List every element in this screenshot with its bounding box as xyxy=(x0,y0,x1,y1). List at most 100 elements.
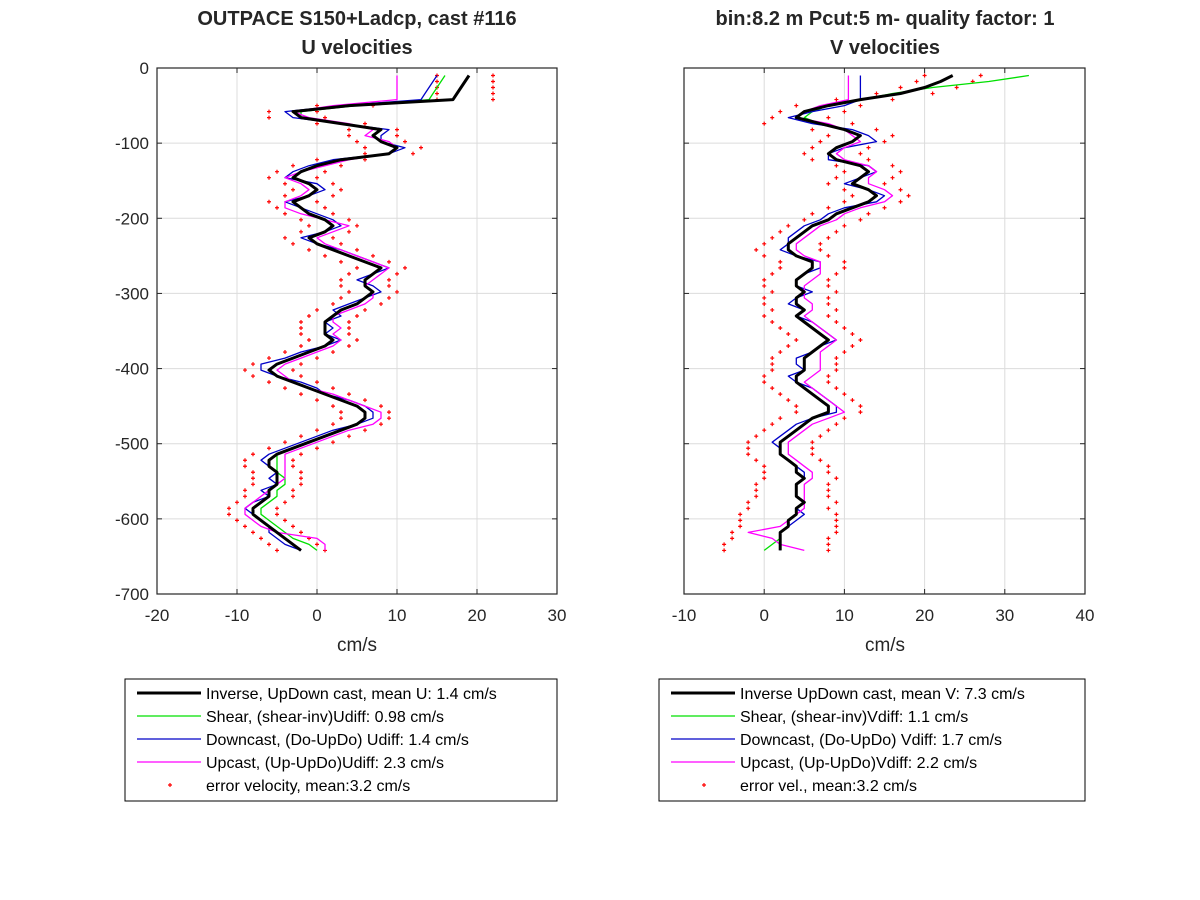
v-error-velocity-point xyxy=(834,356,839,361)
v-error-velocity-point xyxy=(866,211,871,216)
v-error-velocity-point xyxy=(850,398,855,403)
u-legend-label-inverse: Inverse, UpDown cast, mean U: 1.4 cm/s xyxy=(206,686,497,703)
u-error-velocity-point xyxy=(291,163,295,168)
v-error-velocity-point xyxy=(770,235,775,240)
u-error-velocity-point xyxy=(403,265,407,270)
u-error-velocity-point xyxy=(299,374,303,379)
v-error-velocity-point xyxy=(762,295,767,300)
u-error-velocity-point xyxy=(339,277,343,282)
v-error-velocity-point xyxy=(842,350,847,355)
v-xtick-label: 10 xyxy=(835,606,854,625)
u-error-velocity-point xyxy=(371,253,375,258)
u-error-velocity-point xyxy=(387,283,391,288)
u-error-velocity-point xyxy=(491,85,495,90)
v-error-velocity-point xyxy=(786,398,791,403)
u-error-velocity-point xyxy=(315,121,319,126)
v-error-velocity-point xyxy=(850,344,855,349)
v-error-velocity-point xyxy=(810,452,815,457)
u-error-velocity-point xyxy=(275,506,279,511)
v-error-velocity-point xyxy=(778,392,783,397)
v-error-velocity-point xyxy=(746,452,751,457)
u-error-velocity-point xyxy=(291,488,295,493)
u-error-velocity-point xyxy=(291,241,295,246)
u-axes-box xyxy=(156,67,558,595)
u-error-velocity-point xyxy=(299,362,303,367)
v-series xyxy=(722,73,1029,553)
v-error-velocity-point xyxy=(890,163,895,168)
v-error-velocity-point xyxy=(746,500,751,505)
v-error-velocity-point xyxy=(770,115,775,120)
u-error-velocity-point xyxy=(299,217,303,222)
v-error-velocity-point xyxy=(778,416,783,421)
v-error-velocity-point xyxy=(858,151,863,156)
v-error-velocity-point xyxy=(914,79,919,84)
u-error-velocity-point xyxy=(347,332,351,337)
u-error-velocity-point xyxy=(403,139,407,144)
u-error-velocity-point xyxy=(243,488,247,493)
v-error-velocity-point xyxy=(778,259,783,264)
v-xtick-label: 0 xyxy=(759,606,768,625)
u-error-velocity-point xyxy=(395,127,399,132)
v-error-velocity-point xyxy=(826,115,831,120)
v-error-velocity-point xyxy=(842,109,847,114)
u-error-velocity-point xyxy=(283,350,287,355)
u-error-velocity-point xyxy=(363,157,367,162)
u-ytick-label: -100 xyxy=(115,134,149,153)
u-xtick-label: 0 xyxy=(312,606,321,625)
v-xlabel: cm/s xyxy=(865,635,905,656)
v-error-velocity-point xyxy=(738,524,743,529)
u-error-velocity-point xyxy=(355,139,359,144)
u-error-velocity-point xyxy=(331,440,335,445)
u-error-velocity-point xyxy=(283,440,287,445)
v-error-velocity-point xyxy=(882,139,887,144)
u-ytick-label: -300 xyxy=(115,284,149,303)
v-legend-label-shear: Shear, (shear-inv)Vdiff: 1.1 cm/s xyxy=(740,709,968,726)
v-error-velocity-point xyxy=(810,145,815,150)
u-error-velocity-point xyxy=(291,464,295,469)
v-error-velocity-point xyxy=(810,440,815,445)
u-ytick-label: 0 xyxy=(140,59,149,78)
v-error-velocity-point xyxy=(762,380,767,385)
u-error-velocity-point xyxy=(363,428,367,433)
u-error-velocity-point xyxy=(267,380,271,385)
u-error-velocity-point xyxy=(387,277,391,282)
u-error-velocity-point xyxy=(323,169,327,174)
u-xtick-label: -10 xyxy=(225,606,250,625)
u-ticks: -20 -10 0 10 20 300-100-200-300-400-500-600-7… xyxy=(115,59,566,625)
v-error-velocity-point xyxy=(762,476,767,481)
u-legend: Inverse, UpDown cast, mean U: 1.4 cm/s Sh… xyxy=(124,678,558,802)
v-error-velocity-point xyxy=(826,428,831,433)
u-error-velocity-point xyxy=(275,169,279,174)
v-error-velocity-point xyxy=(866,157,871,162)
u-error-velocity-point xyxy=(267,175,271,180)
right-title-line2: V velocities xyxy=(830,37,940,59)
v-error-velocity-point xyxy=(898,169,903,174)
u-error-velocity-point xyxy=(299,325,303,330)
v-error-velocity-point xyxy=(762,241,767,246)
u-error-velocity-point xyxy=(251,482,255,487)
u-error-velocity-point xyxy=(355,313,359,318)
u-error-velocity-point xyxy=(363,398,367,403)
v-error-velocity-point xyxy=(834,163,839,168)
u-error-velocity-point xyxy=(267,356,271,361)
v-legend-label-upcast: Upcast, (Up-UpDo)Vdiff: 2.2 cm/s xyxy=(740,755,977,772)
v-error-velocity-point xyxy=(834,289,839,294)
v-error-velocity-point xyxy=(826,542,831,547)
v-error-velocity-point xyxy=(898,199,903,204)
v-error-velocity-point xyxy=(850,193,855,198)
u-error-velocity-point xyxy=(355,338,359,343)
v-error-velocity-point xyxy=(826,494,831,499)
v-error-velocity-point xyxy=(786,344,791,349)
v-error-velocity-point xyxy=(778,229,783,234)
u-ytick-label: -700 xyxy=(115,585,149,604)
u-error-velocity-point xyxy=(283,500,287,505)
u-error-velocity-point xyxy=(267,542,271,547)
v-error-velocity-point xyxy=(834,229,839,234)
v-error-velocity-point xyxy=(754,494,759,499)
u-error-velocity-point xyxy=(395,289,399,294)
u-error-velocity-point xyxy=(435,91,439,96)
u-error-velocity-point xyxy=(299,476,303,481)
v-error-velocity-point xyxy=(818,434,823,439)
v-error-velocity-point xyxy=(842,416,847,421)
v-error-velocity-point xyxy=(826,205,831,210)
